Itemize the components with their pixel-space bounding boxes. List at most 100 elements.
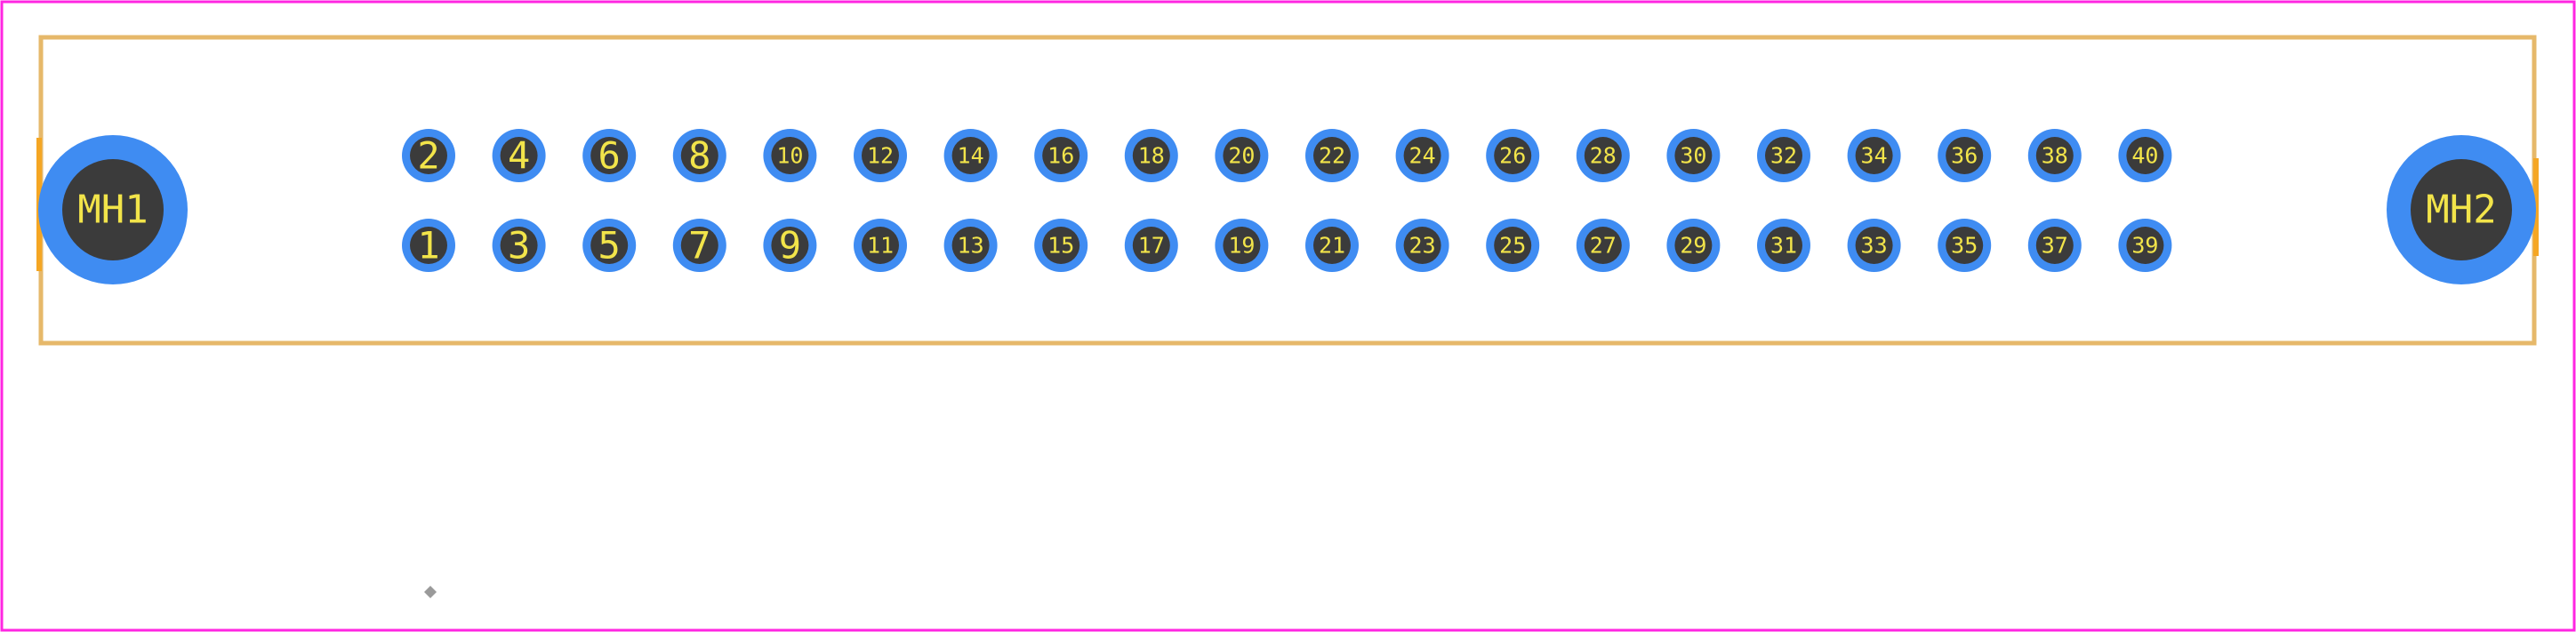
pin-pad-10: 10	[763, 129, 817, 182]
pin-pad-25: 25	[1486, 219, 1540, 272]
pin-pad-34: 34	[1847, 129, 1901, 182]
pin-pad-35: 35	[1938, 219, 1992, 272]
pin-number-label: 20	[1228, 143, 1255, 169]
pin-pad-32: 32	[1757, 129, 1810, 182]
pin-pad-18: 18	[1124, 129, 1178, 182]
pin-number-label: 29	[1680, 233, 1706, 259]
pin-number-label: 24	[1409, 143, 1436, 169]
pad-hole	[862, 137, 899, 174]
origin-marker-icon	[424, 586, 437, 598]
pad-hole	[1855, 137, 1893, 174]
pin-pad-6: 6	[582, 129, 637, 182]
pin-pad-30: 30	[1666, 129, 1721, 182]
pad-hole	[1855, 227, 1893, 264]
pad-hole	[1042, 227, 1080, 264]
pad-hole	[1132, 227, 1170, 264]
pin-number-label: 3	[508, 224, 530, 268]
pin-pad-17: 17	[1124, 219, 1178, 272]
pad-hole	[1042, 137, 1080, 174]
pin-pad-19: 19	[1215, 219, 1269, 272]
pin-number-label: 25	[1499, 233, 1526, 259]
pin-pads-group: 2 4 6 8 10 12 14 16 18 20 22 24 26 28 30 32 34 36 38 401 3 5 7…	[402, 129, 2172, 272]
pin-pad-1: 1	[402, 219, 455, 272]
pad-hole	[1132, 137, 1170, 174]
pad-hole	[1946, 227, 1984, 264]
pad-hole	[1494, 137, 1532, 174]
pad-hole	[1674, 137, 1713, 174]
mounting-hole-mh2: MH2	[2387, 135, 2536, 284]
pin-pad-16: 16	[1034, 129, 1088, 182]
pad-hole	[1494, 227, 1532, 264]
pin-pad-4: 4	[492, 129, 546, 182]
pin-pad-40: 40	[2118, 129, 2172, 182]
pad-hole	[771, 227, 809, 264]
pin-number-label: 6	[598, 134, 621, 178]
pin-pad-21: 21	[1305, 219, 1359, 272]
pin-pad-26: 26	[1486, 129, 1540, 182]
pad-hole	[771, 137, 809, 174]
pin-number-label: 18	[1138, 143, 1165, 169]
pin-number-label: 9	[779, 224, 801, 268]
pin-pad-20: 20	[1215, 129, 1269, 182]
pin-pad-37: 37	[2027, 219, 2082, 272]
pin-pad-15: 15	[1034, 219, 1088, 272]
pin-number-label: 21	[1319, 233, 1345, 259]
pad-hole	[1403, 227, 1441, 264]
pad-hole	[1584, 227, 1622, 264]
pad-hole	[2035, 227, 2074, 264]
mounting-hole-label: MH2	[2426, 188, 2496, 233]
pin-number-label: 2	[417, 134, 439, 178]
pad-hole	[2126, 137, 2164, 174]
pin-pad-8: 8	[672, 129, 726, 182]
pin-number-label: 39	[2131, 233, 2158, 259]
pin-number-label: 23	[1409, 233, 1436, 259]
pin-pad-22: 22	[1305, 129, 1359, 182]
pad-hole	[410, 227, 447, 264]
pad-hole	[2035, 137, 2074, 174]
pin-pad-27: 27	[1576, 219, 1630, 272]
pad-hole	[590, 137, 629, 174]
pin-number-label: 26	[1499, 143, 1526, 169]
pad-hole	[951, 227, 990, 264]
pin-number-label: 27	[1590, 233, 1617, 259]
pad-hole	[680, 227, 718, 264]
pin-number-label: 16	[1047, 143, 1074, 169]
pad-hole	[500, 137, 538, 174]
pin-number-label: 12	[867, 143, 894, 169]
pin-number-label: 4	[508, 134, 530, 178]
pin-pad-2: 2	[402, 129, 455, 182]
pin-pad-9: 9	[763, 219, 817, 272]
pin-number-label: 33	[1861, 233, 1888, 259]
pin-pad-14: 14	[943, 129, 998, 182]
pin-number-label: 35	[1951, 233, 1978, 259]
pad-hole	[1765, 227, 1802, 264]
pad-hole	[680, 137, 718, 174]
pad-hole	[1223, 137, 1261, 174]
pad-hole	[1223, 227, 1261, 264]
pin-number-label: 28	[1590, 143, 1617, 169]
pin-number-label: 22	[1319, 143, 1345, 169]
pin-pad-28: 28	[1576, 129, 1630, 182]
pin-number-label: 7	[688, 224, 710, 268]
pin-pad-36: 36	[1938, 129, 1992, 182]
mounting-hole-mh1: MH1	[38, 135, 188, 284]
pad-hole	[1313, 227, 1351, 264]
pad-hole	[410, 137, 447, 174]
pin-number-label: 14	[958, 143, 984, 169]
pin-number-label: 32	[1770, 143, 1797, 169]
pin-pad-12: 12	[854, 129, 907, 182]
pin-pad-38: 38	[2027, 129, 2082, 182]
pin-number-label: 34	[1861, 143, 1888, 169]
pad-hole	[951, 137, 990, 174]
pin-number-label: 31	[1770, 233, 1797, 259]
right-edge-marker	[2533, 158, 2539, 256]
pin-number-label: 19	[1228, 233, 1255, 259]
pin-number-label: 5	[598, 224, 621, 268]
pin-pad-39: 39	[2118, 219, 2172, 272]
pin-number-label: 10	[776, 143, 803, 169]
pin-pad-29: 29	[1666, 219, 1721, 272]
pad-hole	[500, 227, 538, 264]
pin-number-label: 11	[867, 233, 894, 259]
mounting-hole-label: MH1	[77, 188, 148, 233]
